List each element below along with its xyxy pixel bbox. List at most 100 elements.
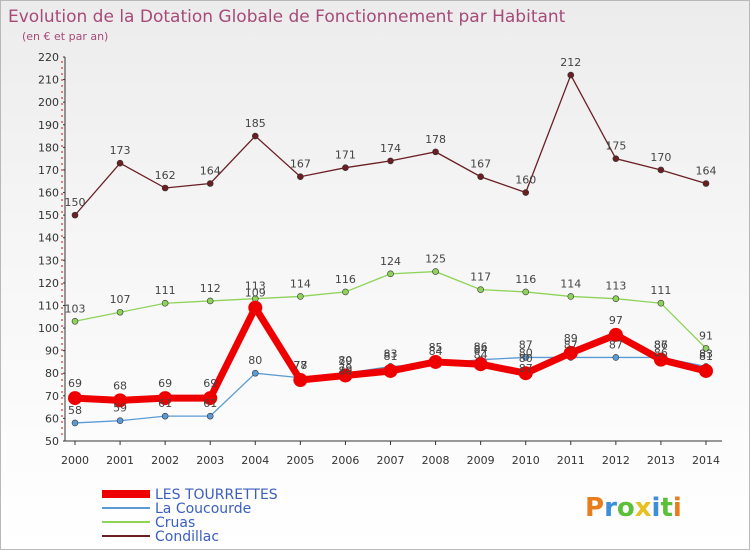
data-label: 107 xyxy=(110,293,131,306)
x-tick-label: 2003 xyxy=(196,454,224,467)
data-label: 84 xyxy=(429,345,443,358)
legend-item-condillac: Condillac xyxy=(102,529,219,545)
logo-letter: i xyxy=(652,493,661,523)
data-point xyxy=(71,419,79,427)
x-tick-label: 2014 xyxy=(692,454,720,467)
y-tick-label: 70 xyxy=(45,390,59,403)
data-point xyxy=(71,211,79,219)
data-point xyxy=(116,308,124,316)
legend-label: Cruas xyxy=(155,515,195,531)
data-label: 113 xyxy=(605,280,626,293)
series-cruas xyxy=(71,268,710,352)
data-label: 171 xyxy=(335,149,356,162)
data-label: 83 xyxy=(699,347,713,360)
data-label: 170 xyxy=(650,151,671,164)
logo-letter: x xyxy=(635,493,652,523)
y-tick-label: 150 xyxy=(38,209,59,222)
data-point xyxy=(702,345,710,352)
data-point xyxy=(161,299,169,307)
data-label: 87 xyxy=(654,338,668,351)
y-tick-label: 160 xyxy=(38,187,59,200)
data-label: 111 xyxy=(155,284,176,297)
data-point xyxy=(113,393,128,408)
data-label: 178 xyxy=(425,133,446,146)
data-point xyxy=(251,369,259,377)
data-point xyxy=(699,363,713,378)
data-label: 84 xyxy=(474,343,488,356)
data-label: 87 xyxy=(564,338,578,351)
data-point xyxy=(657,299,665,307)
data-label: 59 xyxy=(113,402,127,415)
data-label: 69 xyxy=(68,377,82,390)
data-point xyxy=(473,357,488,372)
data-label: 103 xyxy=(65,302,86,315)
y-tick-label: 180 xyxy=(38,141,59,154)
data-label: 58 xyxy=(68,404,82,417)
data-label: 80 xyxy=(248,354,262,367)
data-label: 173 xyxy=(110,144,131,157)
data-point xyxy=(608,327,623,342)
data-label: 80 xyxy=(519,352,533,365)
y-tick-label: 120 xyxy=(38,277,59,290)
data-point xyxy=(206,412,214,420)
logo-letter: P xyxy=(585,493,604,523)
data-point xyxy=(522,189,530,196)
data-label: 89 xyxy=(564,332,578,345)
x-tick-label: 2000 xyxy=(61,454,89,467)
data-label: 114 xyxy=(560,277,581,290)
data-label: 61 xyxy=(158,397,172,410)
logo-letter: r xyxy=(604,493,617,523)
data-label: 174 xyxy=(380,142,401,155)
data-point xyxy=(432,268,439,275)
data-label: 83 xyxy=(384,347,398,360)
series-les-tourrettes xyxy=(68,300,713,408)
data-label-secondary: 80 xyxy=(338,364,352,377)
data-label: 164 xyxy=(200,164,221,177)
data-point xyxy=(297,173,304,181)
x-tick-label: 2001 xyxy=(106,454,134,467)
data-label: 77 xyxy=(293,359,307,372)
proxiti-logo-text: Proxiti xyxy=(585,493,682,523)
x-tick-label: 2008 xyxy=(422,454,450,467)
data-point xyxy=(612,295,620,302)
data-point xyxy=(293,373,308,388)
data-point xyxy=(563,345,578,360)
data-label: 175 xyxy=(605,140,626,153)
data-label: 117 xyxy=(470,271,491,284)
legend-item-cruas: Cruas xyxy=(102,515,195,531)
y-tick-label: 100 xyxy=(38,322,59,335)
data-point xyxy=(161,184,169,192)
data-label: 87 xyxy=(609,338,623,351)
legend-label: La Coucourde xyxy=(155,501,251,517)
data-point xyxy=(342,164,349,171)
x-tick-label: 2009 xyxy=(467,454,495,467)
data-point xyxy=(387,157,394,165)
data-label: 61 xyxy=(203,397,217,410)
data-point xyxy=(342,288,349,296)
data-label: 109 xyxy=(245,287,266,300)
x-tick-label: 2013 xyxy=(647,454,675,467)
data-point xyxy=(248,300,263,315)
data-label: 91 xyxy=(699,329,713,342)
y-tick-label: 60 xyxy=(45,412,59,425)
data-point xyxy=(518,366,533,381)
data-label-secondary: 86 xyxy=(654,346,668,359)
data-label: 87 xyxy=(519,338,533,351)
x-tick-label: 2006 xyxy=(331,454,359,467)
data-label: 112 xyxy=(200,282,221,295)
x-tick-label: 2002 xyxy=(151,454,179,467)
y-tick-label: 50 xyxy=(45,435,59,448)
data-point xyxy=(567,71,575,79)
data-label: 167 xyxy=(470,158,491,171)
data-point xyxy=(68,391,82,406)
data-label: 167 xyxy=(290,158,311,171)
data-point xyxy=(383,363,398,378)
series-condillac xyxy=(71,71,710,219)
data-label: 164 xyxy=(696,164,717,177)
data-label: 111 xyxy=(650,284,671,297)
axes: 50 60 70 80 90 100 110 120 130 140 150 160 170 180 190… xyxy=(38,51,722,467)
data-label: 85 xyxy=(429,341,443,354)
data-label: 124 xyxy=(380,255,401,268)
